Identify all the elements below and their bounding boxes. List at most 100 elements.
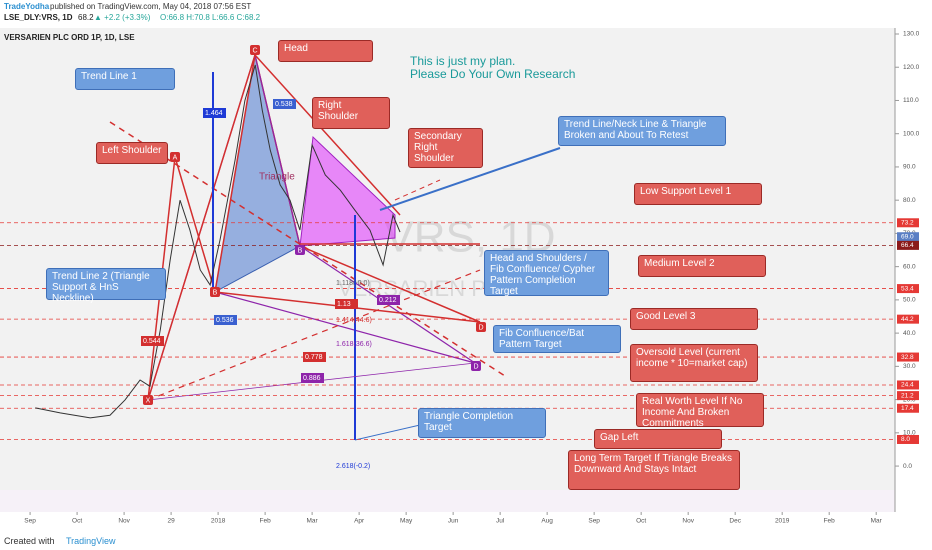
annotation: Trend Line/Neck Line & Triangle Broken a…: [558, 116, 726, 146]
level-tag: [897, 391, 919, 401]
x-tick-label: Apr: [354, 518, 365, 525]
fib-tag: [214, 315, 237, 325]
y-tick-label: 50.0: [903, 297, 916, 304]
annotation: Trend Line 1: [75, 68, 175, 90]
y-tick-label: 120.0: [903, 64, 920, 71]
fib-tag: [203, 108, 226, 118]
footer-created: Created with: [4, 536, 55, 546]
level-label: 17.4: [901, 405, 914, 412]
trend-line: [147, 54, 256, 401]
x-tick-label: Feb: [824, 518, 836, 525]
annotation: Head and Shoulders / Fib Confluence/ Cyp…: [484, 250, 609, 297]
annotation: Left Shoulder: [96, 142, 168, 164]
point-label: X: [146, 397, 151, 404]
fib-label: 1.618(36.6): [336, 341, 372, 348]
x-tick-label: Sep: [588, 518, 600, 525]
author: TradeYodha: [4, 2, 50, 11]
annotation: Right Shoulder: [312, 97, 390, 129]
y-tick-label: 90.0: [903, 164, 916, 171]
change: ▲ +2.2 (+3.3%): [94, 13, 151, 22]
annotation: Head: [278, 40, 373, 62]
y-tick-label: 10.0: [903, 430, 916, 437]
point-tag: [471, 361, 481, 371]
published: published on TradingView.com, May 04, 20…: [50, 2, 252, 11]
trend-line-2: [147, 269, 481, 401]
annotation: Secondary Right Shoulder: [408, 128, 483, 168]
fib-label: Triangle: [259, 172, 295, 183]
x-tick-label: Oct: [636, 518, 646, 525]
y-tick-label: 30.0: [903, 363, 916, 370]
chart-title: VERSARIEN PLC ORD 1P, 1D, LSE: [4, 33, 135, 42]
point-label: A: [173, 154, 178, 161]
x-tick-label: Sep: [24, 518, 36, 525]
y-tick-label: 80.0: [903, 197, 916, 204]
level-tag: [897, 314, 919, 324]
point-label: B: [213, 289, 218, 296]
x-tick-label: Nov: [118, 518, 130, 525]
annotation: Good Level 3: [630, 308, 758, 330]
last: 68.2: [78, 13, 94, 22]
annotation: Triangle Completion Target: [418, 408, 546, 438]
level-tag: [897, 284, 919, 294]
level-tag: [897, 434, 919, 444]
ohlc: O:66.8 H:70.8 L:66.6 C:68.2: [160, 13, 261, 22]
fib-label: 0.886: [303, 375, 321, 382]
fib-label: 0.212: [379, 297, 397, 304]
pattern-fill: [299, 135, 396, 247]
x-tick-label: Dec: [729, 518, 741, 525]
y-tick-label: 110.0: [903, 97, 919, 104]
neck-line: [254, 54, 401, 216]
fib-label: 0.538: [275, 101, 293, 108]
retest-pointer: [379, 147, 561, 211]
x-tick-label: Oct: [72, 518, 82, 525]
level-label: 24.4: [901, 382, 914, 389]
note: Please Do Your Own Research: [410, 67, 576, 81]
drawings: [109, 52, 561, 441]
level-label: 69.0: [901, 233, 914, 240]
fib-tag: [273, 99, 296, 109]
fib-tag: [303, 352, 326, 362]
y-tick-label: 40.0: [903, 330, 916, 337]
point-label: C: [252, 47, 257, 54]
level-label: 8.0: [901, 436, 910, 443]
x-tick-label: Mar: [871, 518, 883, 525]
point-label: D: [478, 324, 483, 331]
rsi-panel: [0, 490, 895, 512]
point-tag: [210, 287, 220, 297]
annotation: Medium Level 2: [638, 255, 766, 277]
level-label: 66.4: [901, 242, 914, 249]
point-label: D: [473, 363, 478, 370]
annotation: Oversold Level (current income * 10=mark…: [630, 344, 758, 382]
x-tick-label: Mar: [307, 518, 319, 525]
point-tag: [170, 152, 180, 162]
level-tag: [897, 218, 919, 228]
fib-label: 1.464: [205, 110, 223, 117]
point-tag: [295, 245, 305, 255]
annotation: Gap Left: [594, 429, 722, 449]
x-tick-label: Jun: [448, 518, 459, 525]
point-tag: [476, 322, 486, 332]
x-tick-label: Feb: [260, 518, 272, 525]
y-tick-label: 0.0: [903, 463, 912, 470]
annotation: Fib Confluence/Bat Pattern Target: [493, 325, 621, 353]
point-label: B: [298, 247, 303, 254]
level-label: 73.2: [901, 219, 914, 226]
pointer: [354, 424, 421, 441]
note: This is just my plan.: [410, 54, 516, 68]
trend-line-1: [109, 121, 506, 377]
fib-label: 1.118(-0.0): [336, 280, 370, 287]
abcd-red: [147, 54, 481, 401]
symbol: LSE_DLY:VRS, 1D: [4, 13, 73, 22]
fib-label: 2.618(-0.2): [336, 463, 370, 470]
y-tick-label: 100.0: [903, 130, 920, 137]
x-tick-label: 2018: [211, 518, 226, 525]
price-line: [35, 64, 401, 419]
x-tick-label: 29: [167, 518, 175, 525]
x-tick-label: Nov: [682, 518, 694, 525]
annotation: Trend Line 2 (Triangle Support & HnS Nec…: [46, 268, 166, 304]
level-label: 53.4: [901, 285, 914, 292]
annotation: Real Worth Level If No Income And Broken…: [636, 393, 764, 429]
fib-label: 0.536: [216, 317, 234, 324]
footer-brand: TradingView: [66, 536, 116, 546]
